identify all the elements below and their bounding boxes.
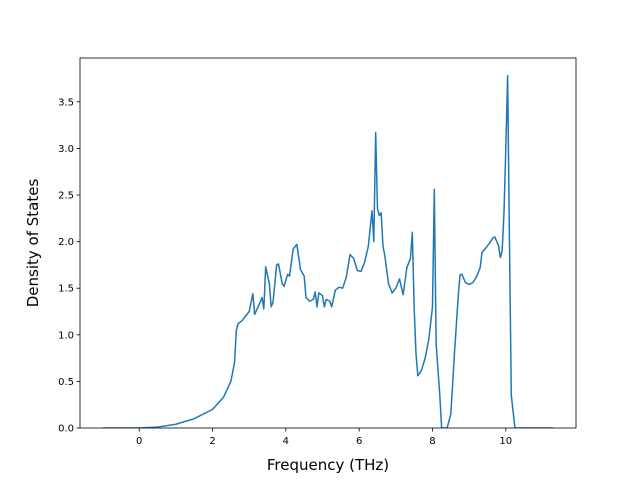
x-tick-label: 0 bbox=[136, 436, 142, 447]
x-tick-label: 4 bbox=[283, 436, 289, 447]
x-tick-label: 8 bbox=[429, 436, 435, 447]
x-tick-label: 2 bbox=[209, 436, 215, 447]
y-tick-label: 2.5 bbox=[58, 191, 74, 202]
y-axis-label: Density of States bbox=[24, 179, 42, 308]
y-tick-label: 1.5 bbox=[58, 284, 74, 295]
y-tick-label: 0.0 bbox=[58, 424, 74, 435]
y-tick-label: 1.0 bbox=[58, 330, 74, 341]
x-tick-label: 10 bbox=[499, 436, 512, 447]
y-tick-label: 3.0 bbox=[58, 144, 74, 155]
x-tick-label: 6 bbox=[356, 436, 362, 447]
y-tick-label: 0.5 bbox=[58, 377, 74, 388]
x-axis-label: Frequency (THz) bbox=[267, 456, 389, 474]
plot-frame bbox=[79, 57, 577, 429]
y-tick-label: 2.0 bbox=[58, 237, 74, 248]
data-line bbox=[102, 74, 554, 428]
y-tick-label: 3.5 bbox=[58, 97, 74, 108]
